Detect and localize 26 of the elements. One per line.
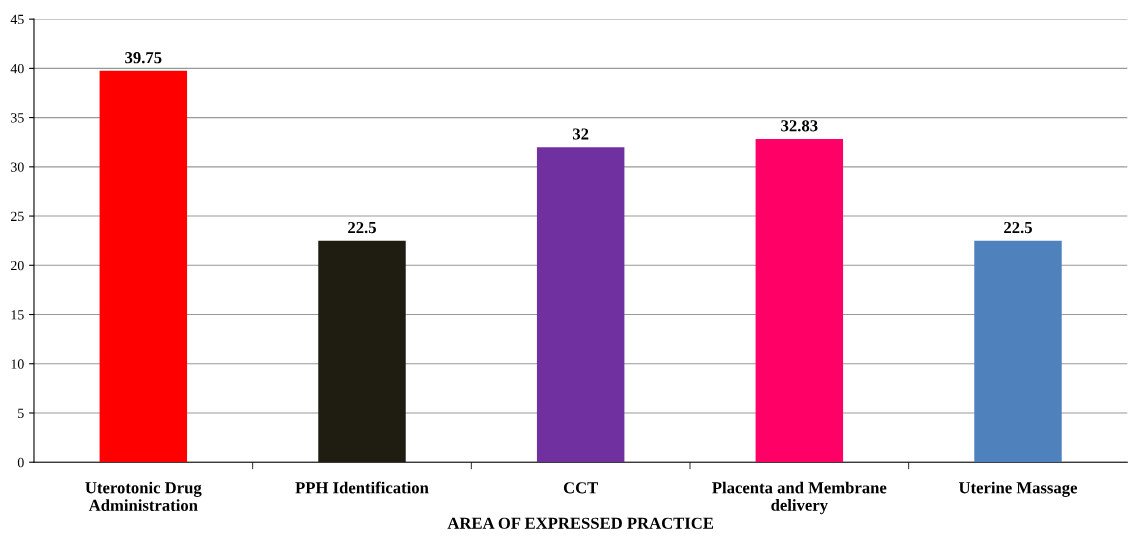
- bar: [99, 70, 188, 463]
- y-tick-label: 35: [11, 113, 24, 123]
- y-tick-label: 20: [10, 260, 24, 271]
- y-tick-label: 5: [18, 408, 24, 418]
- bar: [755, 138, 844, 463]
- y-tick-label: 40: [10, 63, 24, 74]
- bar: [318, 240, 406, 463]
- bar: [536, 147, 625, 463]
- x-tick-label: PPH Identification: [295, 481, 429, 494]
- data-label: 32.83: [781, 120, 818, 132]
- x-tick-label: Placenta and Membrane delivery: [712, 481, 887, 515]
- y-tick-label: 25: [10, 211, 24, 222]
- x-tick-label: Uterine Massage: [958, 481, 1078, 497]
- y-tick-label: 30: [11, 162, 24, 172]
- data-label: 22.5: [1004, 221, 1032, 234]
- x-tick-label: Uterotonic Drug Administration: [85, 481, 202, 511]
- y-tick-label: 10: [11, 359, 24, 369]
- y-tick-label: 45: [10, 14, 24, 25]
- x-axis-title: AREA OF EXPRESSED PRACTICE: [447, 517, 714, 529]
- data-label: 32: [572, 128, 589, 140]
- x-tick-label: CCT: [563, 482, 598, 494]
- data-label: 22.5: [348, 221, 376, 234]
- y-tick-label: 0: [17, 457, 24, 468]
- y-tick-label: 15: [11, 310, 24, 320]
- bar: [974, 240, 1062, 463]
- data-label: 39.75: [125, 52, 162, 64]
